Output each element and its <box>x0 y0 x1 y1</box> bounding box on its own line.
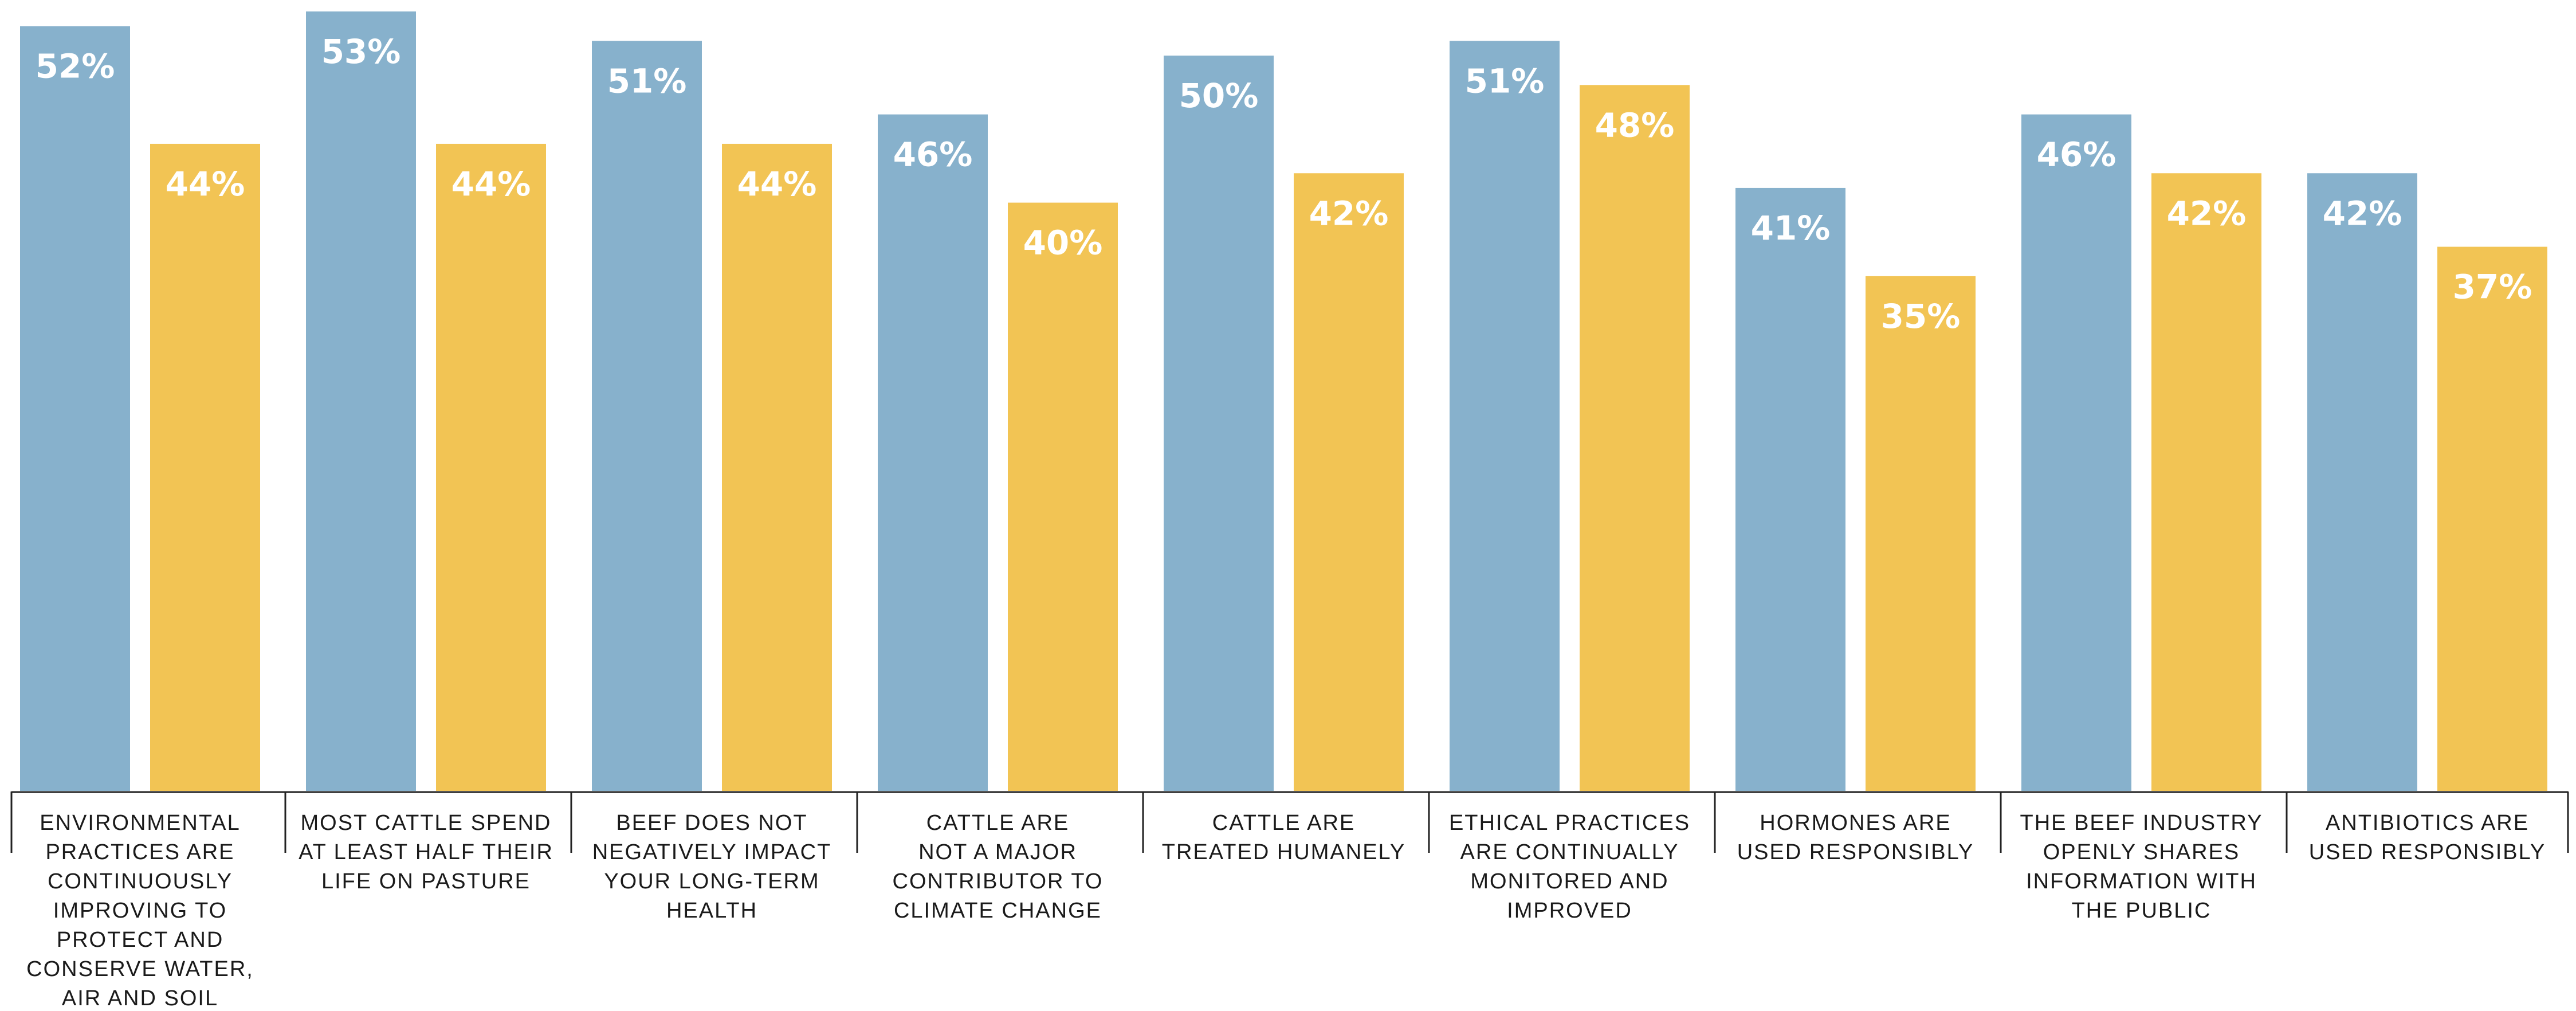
bar-s1-c5 <box>1164 55 1274 791</box>
bar-s1-c8 <box>2021 114 2131 791</box>
x-axis <box>10 791 2569 853</box>
value-label-s2-c5: 42% <box>1309 194 1389 233</box>
bar-s1-c4 <box>878 114 988 791</box>
bars-layer <box>20 11 2547 791</box>
value-label-s2-c6: 48% <box>1595 105 1675 144</box>
category-label-9: ANTIBIOTICS ARE USED RESPONSIBLY <box>2309 811 2546 864</box>
category-label-7: HORMONES ARE USED RESPONSIBLY <box>1737 811 1974 864</box>
category-label-6: ETHICAL PRACTICES ARE CONTINUALLY MONITORE… <box>1449 811 1690 923</box>
bar-s1-c2 <box>306 11 416 791</box>
bar-s2-c4 <box>1008 202 1118 791</box>
category-label-5: CATTLE ARE TREATED HUMANELY <box>1162 811 1405 864</box>
bar-s2-c3 <box>722 143 832 791</box>
value-label-s1-c6: 51% <box>1465 61 1545 100</box>
bar-s1-c1 <box>20 26 130 791</box>
value-labels-layer: 52% 44% 53% 44% 51% 44% 46% 40% 50% 42% 51% 48% 41% 3… <box>36 32 2532 336</box>
category-label-8: THE BEEF INDUSTRY OPENLY SHARES INFORMATIO… <box>2020 811 2263 923</box>
value-label-s2-c7: 35% <box>1881 297 1961 336</box>
value-label-s2-c3: 44% <box>737 164 817 203</box>
bar-s2-c5 <box>1294 173 1404 791</box>
category-label-1: ENVIRONMENTAL PRACTICES ARE CONTINUOUSLY IM… <box>26 811 254 1010</box>
bar-s2-c7 <box>1866 276 1976 791</box>
bar-s1-c6 <box>1450 41 1560 791</box>
bar-s2-c9 <box>2437 246 2547 791</box>
value-label-s1-c4: 46% <box>893 135 973 174</box>
category-label-4: CATTLE ARE NOT A MAJOR CONTRIBUTOR TO CLIMA… <box>893 811 1104 923</box>
category-labels-layer: ENVIRONMENTAL PRACTICES ARE CONTINUOUSLY IM… <box>26 811 2546 1010</box>
value-label-s2-c8: 42% <box>2167 194 2247 233</box>
category-label-3: BEEF DOES NOT NEGATIVELY IMPACT YOUR LONG-… <box>592 811 832 923</box>
value-label-s1-c5: 50% <box>1179 76 1259 115</box>
bar-s1-c3 <box>592 41 702 791</box>
value-label-s2-c2: 44% <box>451 164 531 203</box>
category-label-2: MOST CATTLE SPEND AT LEAST HALF THEIR LIFE… <box>299 811 553 894</box>
value-label-s1-c3: 51% <box>607 61 687 100</box>
bar-s2-c1 <box>150 143 260 791</box>
value-label-s2-c1: 44% <box>166 164 245 203</box>
bar-s2-c2 <box>436 143 546 791</box>
value-label-s2-c4: 40% <box>1023 224 1103 262</box>
value-label-s2-c9: 37% <box>2453 268 2532 307</box>
bar-s2-c8 <box>2151 173 2261 791</box>
value-label-s1-c7: 41% <box>1751 209 1831 248</box>
bar-s2-c6 <box>1580 85 1690 791</box>
value-label-s1-c9: 42% <box>2323 194 2402 233</box>
value-label-s1-c1: 52% <box>36 47 115 86</box>
bar-s1-c9 <box>2307 173 2417 791</box>
value-label-s1-c2: 53% <box>321 32 401 71</box>
bar-s1-c7 <box>1735 187 1845 791</box>
value-label-s1-c8: 46% <box>2037 135 2116 174</box>
